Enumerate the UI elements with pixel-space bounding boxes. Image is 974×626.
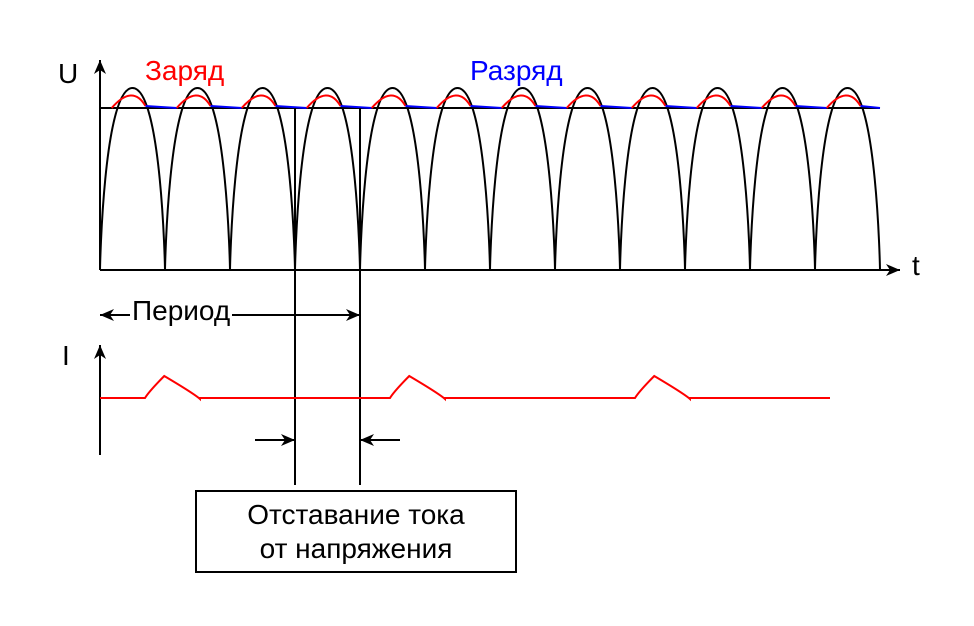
discharge-label: Разряд [470,55,563,87]
caption-box: Отставание тока от напряжения [195,490,517,573]
period-label: Период [130,295,232,327]
caption-line-2: от напряжения [211,532,501,566]
voltage-axis-label: U [58,58,78,90]
charge-label: Заряд [145,55,224,87]
current-axis-label: I [62,340,70,372]
caption-line-1: Отставание тока [211,498,501,532]
time-axis-label: t [912,250,920,282]
